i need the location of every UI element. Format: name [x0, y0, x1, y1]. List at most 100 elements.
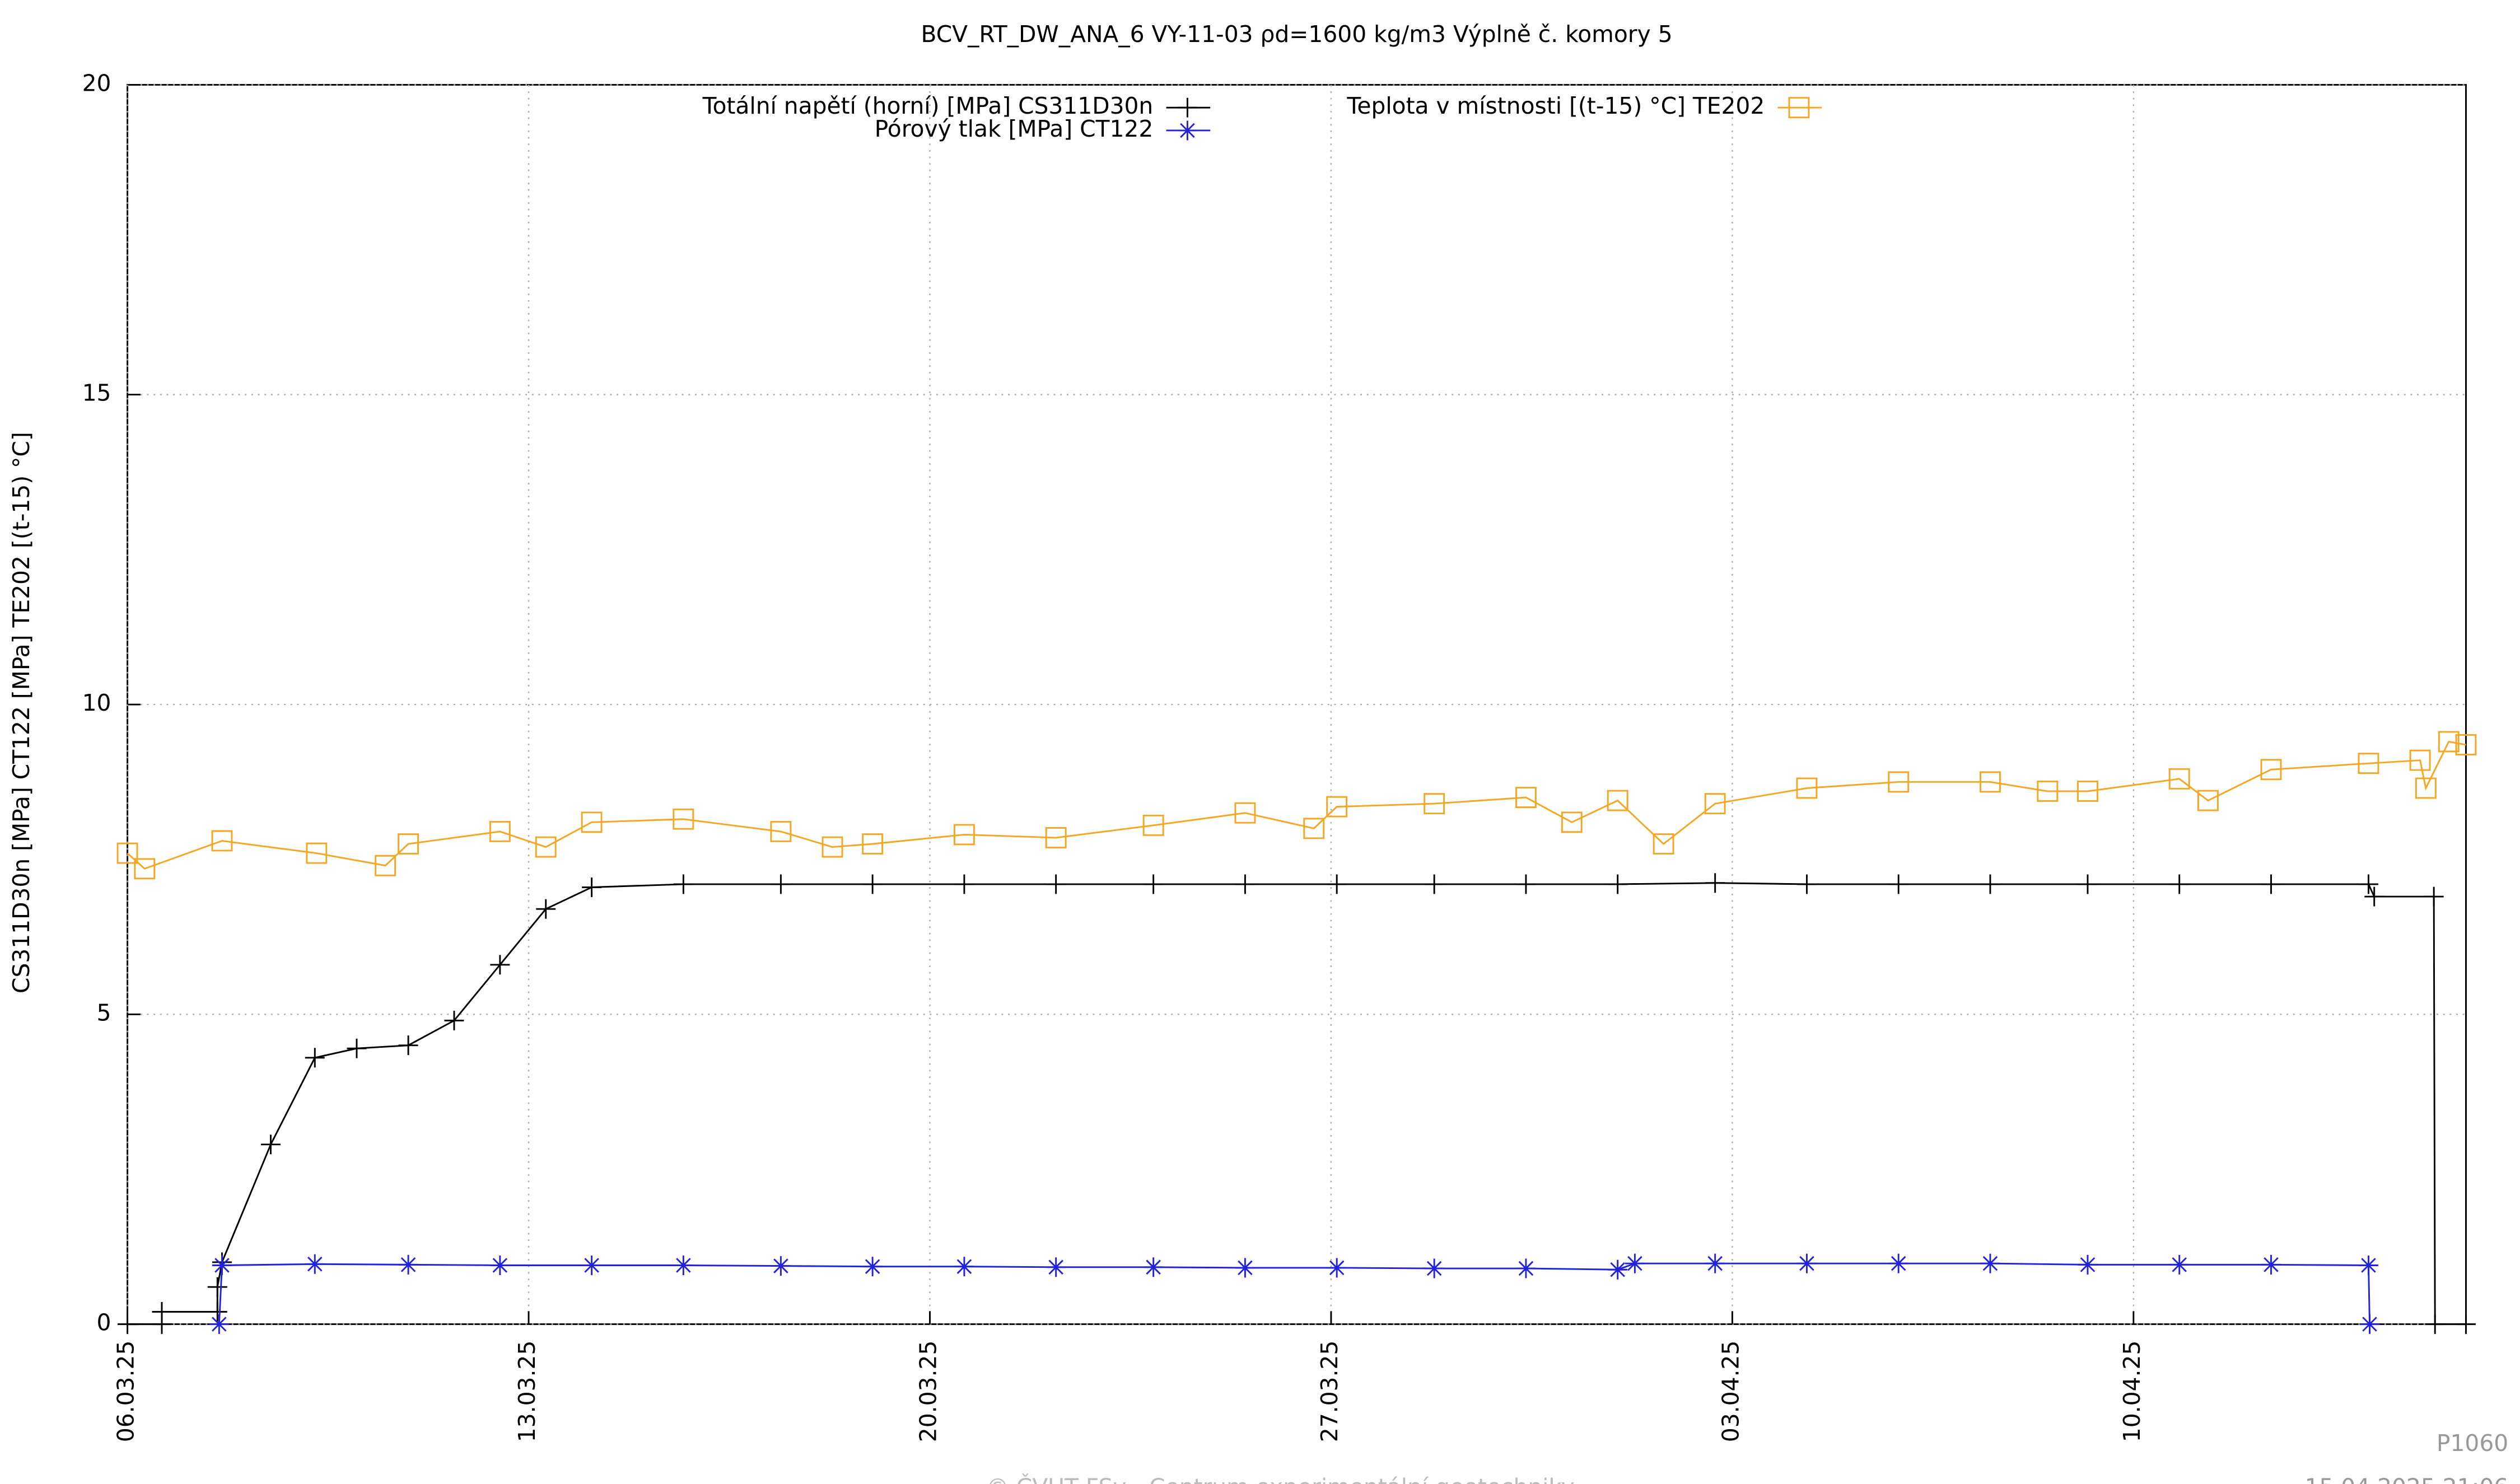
y-tick-label: 5: [96, 999, 111, 1026]
point-marker: [1705, 1253, 1725, 1273]
point-marker: [2359, 1256, 2378, 1275]
point-marker: [207, 1302, 227, 1322]
point-marker: [1234, 802, 1256, 824]
watermark: P1060: [2437, 1430, 2508, 1457]
point-marker: [305, 1048, 325, 1068]
x-tick-label: 13.03.25: [514, 1341, 540, 1442]
legend-marker: [1177, 120, 1197, 141]
point-marker: [2424, 886, 2444, 907]
point-marker: [770, 820, 792, 842]
point-marker: [398, 1035, 418, 1056]
timestamp: 15.04.2025 21:06: [2304, 1474, 2508, 1484]
point-marker: [2168, 768, 2190, 790]
point-marker: [211, 830, 233, 852]
point-marker: [1424, 793, 1445, 815]
point-marker: [152, 1302, 172, 1322]
point-marker: [2261, 874, 2281, 894]
point-marker: [582, 1256, 602, 1275]
point-marker: [209, 1314, 229, 1334]
point-marker: [1326, 796, 1348, 818]
point-marker: [375, 855, 396, 876]
point-marker: [2455, 734, 2477, 755]
point-marker: [1705, 873, 1725, 893]
point-marker: [1608, 1259, 1628, 1280]
x-tick-label: 27.03.25: [1316, 1341, 1343, 1442]
point-marker: [2358, 753, 2379, 774]
chart-title: BCV_RT_DW_ANA_6 VY-11-03 ρd=1600 kg/m3 V…: [921, 21, 1672, 48]
point-marker: [1888, 771, 1910, 793]
point-marker: [1235, 874, 1255, 894]
point-marker: [1625, 1253, 1645, 1273]
point-marker: [1980, 771, 2001, 793]
point-marker: [306, 842, 328, 864]
point-marker: [1327, 1258, 1347, 1278]
point-marker: [2364, 886, 2384, 907]
point-marker: [1303, 818, 1325, 839]
point-marker: [953, 824, 975, 846]
point-marker: [260, 1135, 281, 1155]
point-marker: [1516, 874, 1536, 894]
point-marker: [673, 874, 693, 894]
legend-marker: [1788, 97, 1810, 119]
x-tick-label: 06.03.25: [113, 1341, 139, 1442]
point-marker: [1424, 1258, 1444, 1278]
point-marker: [1327, 874, 1347, 894]
legend-marker: [1177, 97, 1197, 118]
point-marker: [2261, 1254, 2281, 1275]
point-marker: [1142, 814, 1164, 836]
y-tick-label: 10: [82, 689, 111, 716]
point-marker: [862, 833, 884, 855]
point-marker: [1046, 874, 1066, 894]
point-marker: [2438, 731, 2460, 753]
point-marker: [2359, 874, 2378, 894]
point-marker: [673, 1256, 693, 1275]
point-marker: [582, 877, 602, 897]
point-marker: [771, 874, 791, 894]
point-marker: [581, 811, 603, 833]
point-marker: [1424, 874, 1444, 894]
point-marker: [954, 1257, 974, 1277]
point-marker: [444, 1010, 464, 1030]
point-marker: [1144, 874, 1164, 894]
footer: © ČVUT FSv - Centrum experimentální geot…: [986, 1474, 1575, 1484]
point-marker: [1045, 827, 1067, 848]
point-marker: [1516, 1258, 1536, 1278]
point-marker: [116, 842, 138, 864]
point-marker: [1888, 1253, 1908, 1273]
y-tick-label: 0: [96, 1309, 111, 1336]
point-marker: [2169, 874, 2190, 894]
point-marker: [536, 899, 556, 919]
point-marker: [954, 874, 974, 894]
point-marker: [1235, 1258, 1255, 1278]
point-marker: [212, 1256, 232, 1275]
point-marker: [822, 836, 843, 858]
y-axis-label: CS311D30n [MPa] CT122 [MPa] TE202 [(t-15…: [8, 432, 35, 993]
point-marker: [771, 1256, 791, 1276]
point-marker: [2078, 1254, 2098, 1275]
point-marker: [134, 858, 156, 880]
point-marker: [1796, 777, 1818, 799]
point-marker: [398, 833, 419, 855]
point-marker: [2078, 874, 2098, 894]
y-tick-label: 20: [82, 69, 111, 96]
x-tick-label: 03.04.25: [1717, 1341, 1744, 1442]
point-marker: [1144, 1257, 1164, 1277]
point-marker: [1515, 787, 1537, 808]
x-tick-label: 20.03.25: [914, 1341, 941, 1442]
point-marker: [398, 1254, 418, 1275]
point-marker: [1607, 790, 1628, 811]
point-marker: [1561, 811, 1583, 833]
point-marker: [490, 955, 510, 975]
point-marker: [118, 1314, 138, 1334]
point-marker: [673, 808, 694, 830]
point-marker: [347, 1038, 367, 1058]
series-line: [218, 1262, 2370, 1324]
point-marker: [2409, 749, 2431, 771]
point-marker: [2169, 1254, 2190, 1275]
point-marker: [305, 1254, 325, 1274]
point-marker: [1653, 833, 1674, 855]
point-marker: [489, 820, 511, 842]
point-marker: [2197, 790, 2219, 811]
series-line: [127, 882, 2466, 1326]
point-marker: [2360, 1314, 2380, 1334]
